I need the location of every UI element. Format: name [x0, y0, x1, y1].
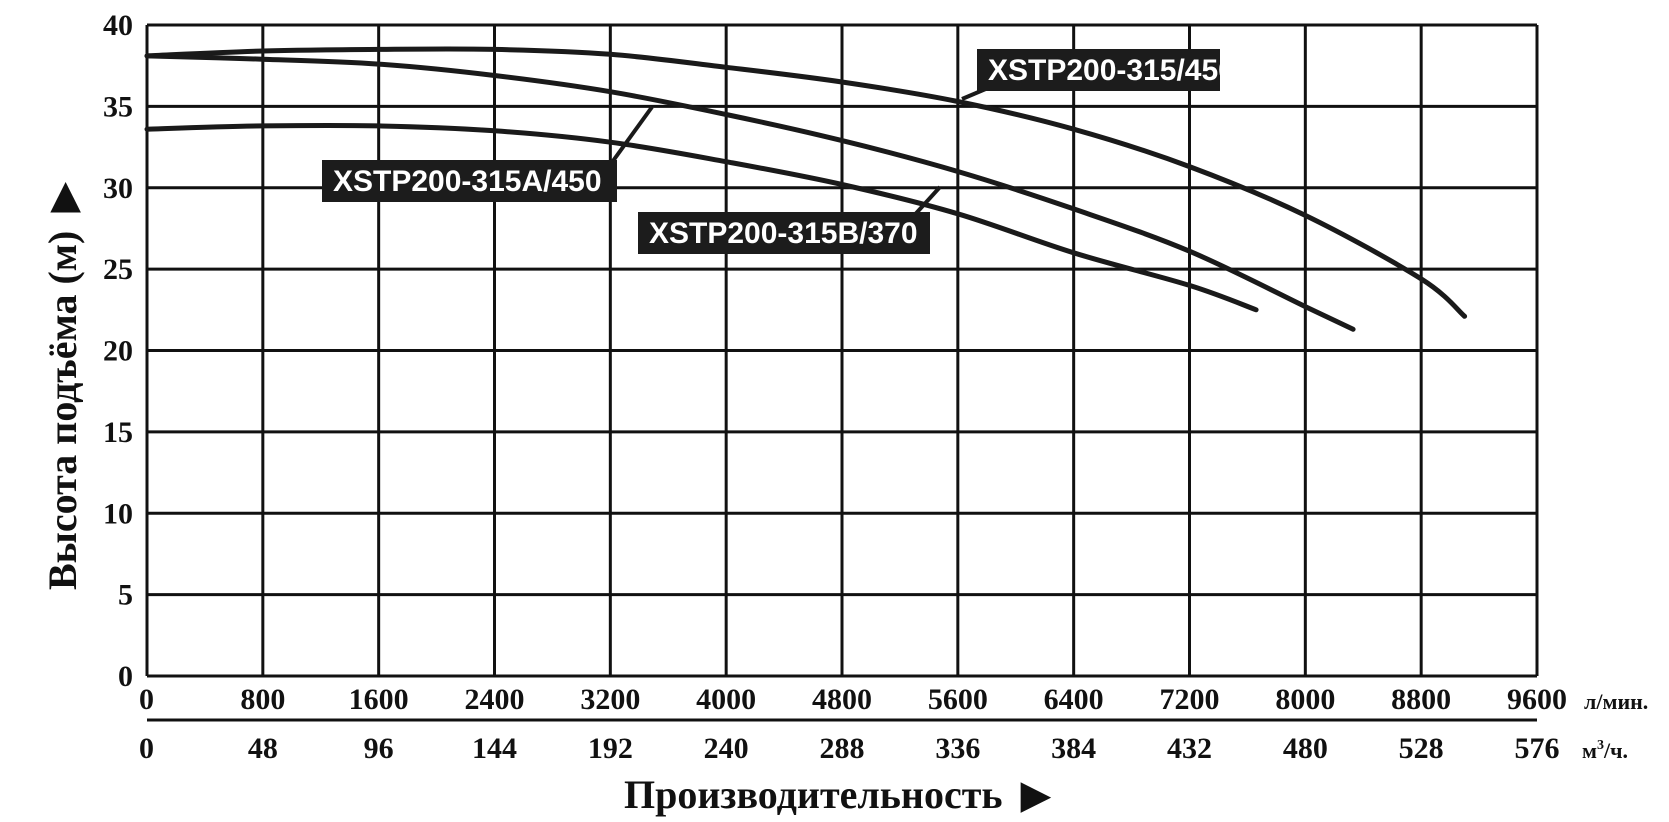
curve-label-box [638, 212, 930, 254]
y-tick-label: 10 [103, 497, 133, 530]
x-tick-label-primary: 8800 [1391, 683, 1451, 716]
y-tick-label: 5 [118, 579, 133, 612]
series-line-2 [144, 122, 1259, 313]
curve-label: XSTP200-315/450 [988, 54, 1235, 87]
x-tick-label-primary: 800 [240, 683, 285, 716]
x-tick-label-primary: 2400 [465, 683, 525, 716]
x-unit-secondary-tail: /ч. [1603, 738, 1628, 763]
y-tick-label: 15 [103, 416, 133, 449]
x-tick-label-secondary: 0 [139, 732, 154, 765]
curve-label-box [322, 160, 617, 202]
x-unit-secondary: м3/ч. [1582, 738, 1628, 763]
x-axis-title: Производительность ▶ [624, 772, 1052, 817]
x-unit-secondary-sup: 3 [1597, 738, 1604, 753]
y-tick-label: 25 [103, 253, 133, 286]
x-tick-label-secondary: 432 [1167, 732, 1212, 765]
x-tick-label-primary: 7200 [1160, 683, 1220, 716]
series-line-0 [144, 46, 1468, 319]
x-unit-secondary-base: м [1582, 738, 1597, 763]
x-tick-label-primary: 9600 [1507, 683, 1567, 716]
x-tick-label-secondary: 288 [820, 732, 865, 765]
curves [144, 46, 1468, 332]
x-tick-label-secondary: 528 [1399, 732, 1444, 765]
x-tick-label-secondary: 240 [704, 732, 749, 765]
x-tick-label-primary: 4000 [696, 683, 756, 716]
y-tick-label: 30 [103, 172, 133, 205]
y-tick-label: 35 [103, 90, 133, 123]
x-tick-label-primary: 3200 [580, 683, 640, 716]
x-tick-label-primary: 4800 [812, 683, 872, 716]
x-tick-label-secondary: 48 [248, 732, 278, 765]
x-tick-label-primary: 0 [139, 683, 154, 716]
x-tick-label-primary: 8000 [1275, 683, 1335, 716]
x-unit-primary: л/мин. [1584, 689, 1648, 714]
x-tick-label-secondary: 144 [472, 732, 517, 765]
x-tick-label-secondary: 192 [588, 732, 633, 765]
y-tick-label: 0 [118, 660, 133, 693]
x-tick-label-secondary: 480 [1283, 732, 1328, 765]
x-tick-label-secondary: 96 [364, 732, 394, 765]
y-axis-title-text: Высота подъёма (м) [40, 231, 85, 590]
x-axis-title-text: Производительность [624, 772, 1003, 817]
series-line-1 [144, 53, 1356, 332]
y-axis-arrow-icon: ▶ [40, 182, 85, 213]
y-tick-label: 40 [103, 9, 133, 42]
y-tick-label: 20 [103, 335, 133, 368]
grid [145, 23, 1539, 722]
x-tick-label-secondary: 384 [1051, 732, 1096, 765]
curve-label: XSTP200-315A/450 [333, 165, 602, 198]
y-axis-title: Высота подъёма (м) ▶ [40, 182, 85, 590]
x-tick-label-primary: 1600 [349, 683, 409, 716]
curve-labels: XSTP200-315/450 XSTP200-315A/450 XSTP200-3… [322, 49, 1235, 254]
curve-label-box [977, 49, 1220, 91]
x-tick-label-secondary: 576 [1515, 732, 1560, 765]
x-axis-arrow-icon: ▶ [1021, 772, 1052, 817]
x-tick-label-primary: 5600 [928, 683, 988, 716]
x-tick-label-secondary: 336 [935, 732, 980, 765]
curve-label: XSTP200-315B/370 [649, 217, 918, 250]
x-tick-label-primary: 6400 [1044, 683, 1104, 716]
